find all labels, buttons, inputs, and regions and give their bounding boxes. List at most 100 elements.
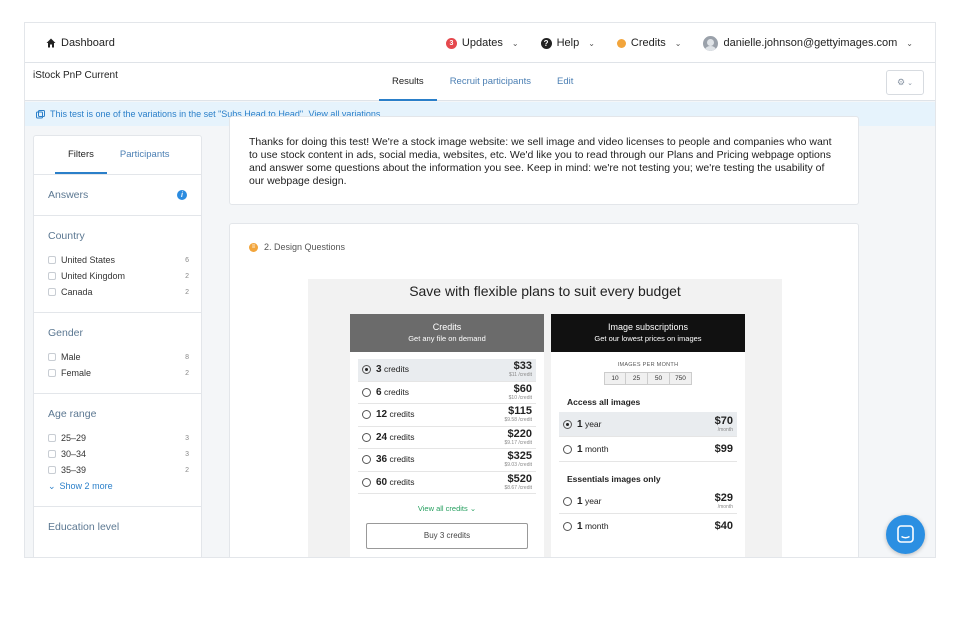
show-more-link[interactable]: ⌄ Show 2 more (48, 480, 113, 492)
chat-launcher-button[interactable] (886, 515, 925, 554)
ipm-option: 750 (670, 372, 692, 385)
question-type-icon: ≡ (249, 242, 258, 252)
help-menu[interactable]: ? Help ⌄ (540, 37, 595, 49)
radio-icon (362, 365, 371, 375)
credits-menu[interactable]: Credits ⌄ (616, 37, 682, 49)
top-bar: Dashboard 3 Updates ⌄ ? Help ⌄ Credits ⌄… (25, 23, 935, 63)
top-nav: 3 Updates ⌄ ? Help ⌄ Credits ⌄ danielle.… (445, 23, 913, 63)
checkbox[interactable] (48, 272, 56, 280)
checkbox[interactable] (48, 450, 56, 458)
credit-option-row: 60 credits $520 $8.67 /credit (358, 472, 536, 494)
plan-per: /month (717, 426, 733, 433)
radio-icon (563, 496, 572, 506)
dashboard-label: Dashboard (61, 36, 115, 49)
credit-per: $9.17 /credit (504, 439, 532, 446)
plan-option-row: 1 year $70/month (559, 412, 737, 437)
credit-price: $60 (513, 382, 532, 395)
question-label: 2. Design Questions (264, 242, 346, 252)
info-icon[interactable]: i (177, 190, 187, 200)
question-header: ≡ 2. Design Questions (249, 242, 345, 252)
view-all-credits-link: View all credits ⌄ (417, 504, 477, 513)
avatar-icon (703, 35, 719, 51)
credit-unit: credits (389, 409, 415, 420)
ipm-option: 50 (648, 372, 670, 385)
gear-icon: ⚙ (897, 77, 906, 87)
age-range-title: Age range (48, 408, 97, 420)
chevron-down-icon: ⌄ (906, 38, 913, 48)
pricing-title: Save with flexible plans to suit every b… (409, 283, 681, 299)
credit-unit: credits (389, 431, 415, 442)
filter-option[interactable]: Canada 2 (48, 284, 189, 300)
view-all-variations-link[interactable]: View all variations. (308, 109, 383, 119)
chevron-down-icon: ⌄ (588, 38, 595, 48)
user-email: danielle.johnson@gettyimages.com (723, 37, 898, 49)
filters-sidebar: Filters Participants Answers i Country U… (33, 135, 202, 557)
filter-option[interactable]: 30–34 3 (48, 446, 189, 462)
sidebar-tabs: Filters Participants (34, 136, 201, 175)
tab-filters[interactable]: Filters (55, 136, 107, 174)
credits-dot-icon (616, 38, 626, 48)
filter-option[interactable]: Female 2 (48, 365, 189, 381)
question-card: ≡ 2. Design Questions Save with flexible… (229, 223, 859, 557)
filter-option[interactable]: 25–29 3 (48, 430, 189, 446)
credit-per: $9.03 /credit (504, 462, 532, 469)
gender-section: Gender Male 8 Female 2 (34, 313, 201, 394)
plan-qty: 1 (577, 443, 583, 455)
checkbox[interactable] (48, 466, 56, 474)
user-menu[interactable]: danielle.johnson@gettyimages.com ⌄ (703, 35, 913, 51)
checkbox[interactable] (48, 434, 56, 442)
tab-participants[interactable]: Participants (119, 149, 170, 160)
intro-text: Thanks for doing this test! We're a stoc… (249, 136, 832, 187)
credits-column: Credits Get any file on demand 3 credits… (350, 314, 544, 557)
checkbox[interactable] (48, 353, 56, 361)
filter-option[interactable]: United Kingdom 2 (48, 268, 189, 284)
credits-label: Credits (630, 37, 666, 49)
help-label: Help (556, 37, 580, 49)
tab-recruit-participants[interactable]: Recruit participants (449, 76, 531, 87)
results-content: Thanks for doing this test! We're a stoc… (229, 116, 859, 557)
updates-menu[interactable]: 3 Updates ⌄ (445, 37, 519, 49)
plan-per: /month (717, 503, 733, 510)
variations-icon (36, 109, 45, 118)
intro-card: Thanks for doing this test! We're a stoc… (229, 116, 859, 205)
credit-unit: credits (383, 364, 409, 375)
chevron-down-icon: ⌄ (674, 38, 682, 48)
radio-icon (362, 432, 371, 442)
checkbox[interactable] (48, 288, 56, 296)
credit-price: $33 (513, 360, 532, 373)
plan-unit: year (584, 495, 602, 506)
credit-qty: 6 (376, 386, 382, 398)
images-per-month-label: IMAGES PER MONTH (617, 362, 679, 368)
plan-qty: 1 (577, 418, 583, 430)
chevron-down-icon: ⌄ (907, 79, 913, 87)
country-title: Country (48, 230, 85, 242)
education-section[interactable]: Education level (34, 507, 201, 555)
credit-option-row: 12 credits $115 $9.58 /credit (358, 404, 536, 427)
images-per-month-selector: 10 25 50 750 (551, 372, 745, 385)
filter-option[interactable]: 35–39 2 (48, 462, 189, 478)
filter-option[interactable]: Male 8 (48, 349, 189, 365)
credit-option-row: 3 credits $33 $11 /credit (358, 359, 536, 382)
tab-results[interactable]: Results (379, 63, 437, 101)
settings-button[interactable]: ⚙ ⌄ (886, 70, 924, 95)
pricing-image: Save with flexible plans to suit every b… (308, 279, 782, 557)
checkbox[interactable] (48, 369, 56, 377)
answers-section[interactable]: Answers i (34, 175, 201, 216)
tab-edit[interactable]: Edit (557, 76, 574, 87)
plan-unit: year (584, 418, 602, 429)
access-all-heading: Access all images (567, 397, 641, 407)
plan-option-row: 1 month $99 (559, 437, 737, 462)
credit-qty: 3 (376, 364, 382, 376)
help-icon: ? (540, 37, 552, 49)
credit-option-row: 6 credits $60 $10 /credit (358, 382, 536, 404)
plan-unit: month (584, 521, 609, 531)
subscriptions-subtitle: Get our lowest prices on images (594, 334, 702, 343)
credit-unit: credits (383, 386, 409, 397)
chevron-down-icon: ⌄ (511, 38, 519, 48)
dashboard-link[interactable]: Dashboard (46, 37, 115, 49)
credits-header: Credits Get any file on demand (350, 314, 544, 352)
filter-option[interactable]: United States 6 (48, 252, 189, 268)
checkbox[interactable] (48, 256, 56, 264)
credit-per: $10 /credit (508, 394, 532, 401)
plan-price: $40 (714, 520, 733, 532)
